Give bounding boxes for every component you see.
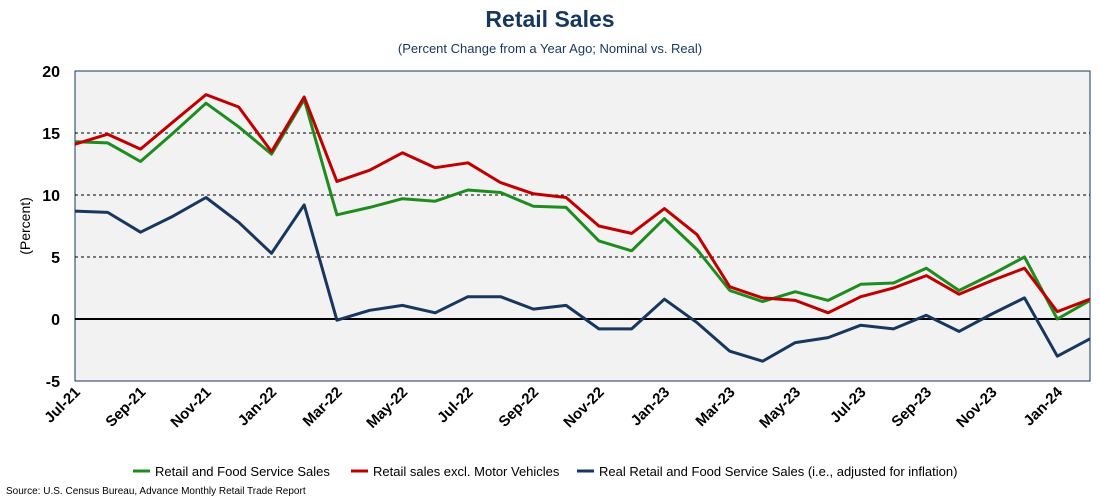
legend-label: Retail and Food Service Sales: [155, 464, 330, 479]
y-tick-label: 15: [42, 126, 60, 143]
y-axis-label: (Percent): [17, 197, 33, 255]
chart-title: Retail Sales: [485, 6, 615, 32]
x-tick-label: Jan-23: [628, 384, 674, 430]
source-note: Source: U.S. Census Bureau, Advance Mont…: [6, 486, 306, 497]
y-tick-label: 10: [42, 188, 60, 205]
series-line-2: [74, 93, 1091, 315]
x-tick-label: Nov-23: [953, 384, 1000, 431]
x-tick-label: Jul-23: [827, 384, 870, 427]
x-tick-label: May-22: [363, 384, 411, 432]
chart-subtitle: (Percent Change from a Year Ago; Nominal…: [397, 41, 703, 56]
x-tick-label: May-23: [756, 384, 804, 432]
x-tick-label: Mar-22: [300, 384, 346, 430]
y-tick-label: 0: [51, 312, 60, 329]
series-line-1: [74, 98, 1091, 321]
x-tick-label: Sep-21: [102, 384, 149, 431]
y-tick-label: 5: [51, 250, 60, 267]
x-tick-label: Nov-21: [167, 384, 214, 431]
x-tick-label: Sep-23: [888, 384, 935, 431]
y-tick-label: 20: [42, 64, 60, 81]
y-tick-label: -5: [46, 374, 60, 391]
legend-label: Retail sales excl. Motor Vehicles: [373, 464, 560, 479]
x-tick-label: Mar-23: [692, 384, 738, 430]
x-tick-label: Sep-22: [495, 384, 542, 431]
x-tick-label: Jan-24: [1020, 383, 1066, 429]
x-tick-label: Jan-22: [235, 384, 281, 430]
x-tick-label: Nov-22: [560, 384, 607, 431]
legend-label: Real Retail and Food Service Sales (i.e.…: [599, 464, 957, 479]
series-line-3: [74, 196, 1091, 363]
x-tick-label: Jul-22: [434, 384, 477, 427]
